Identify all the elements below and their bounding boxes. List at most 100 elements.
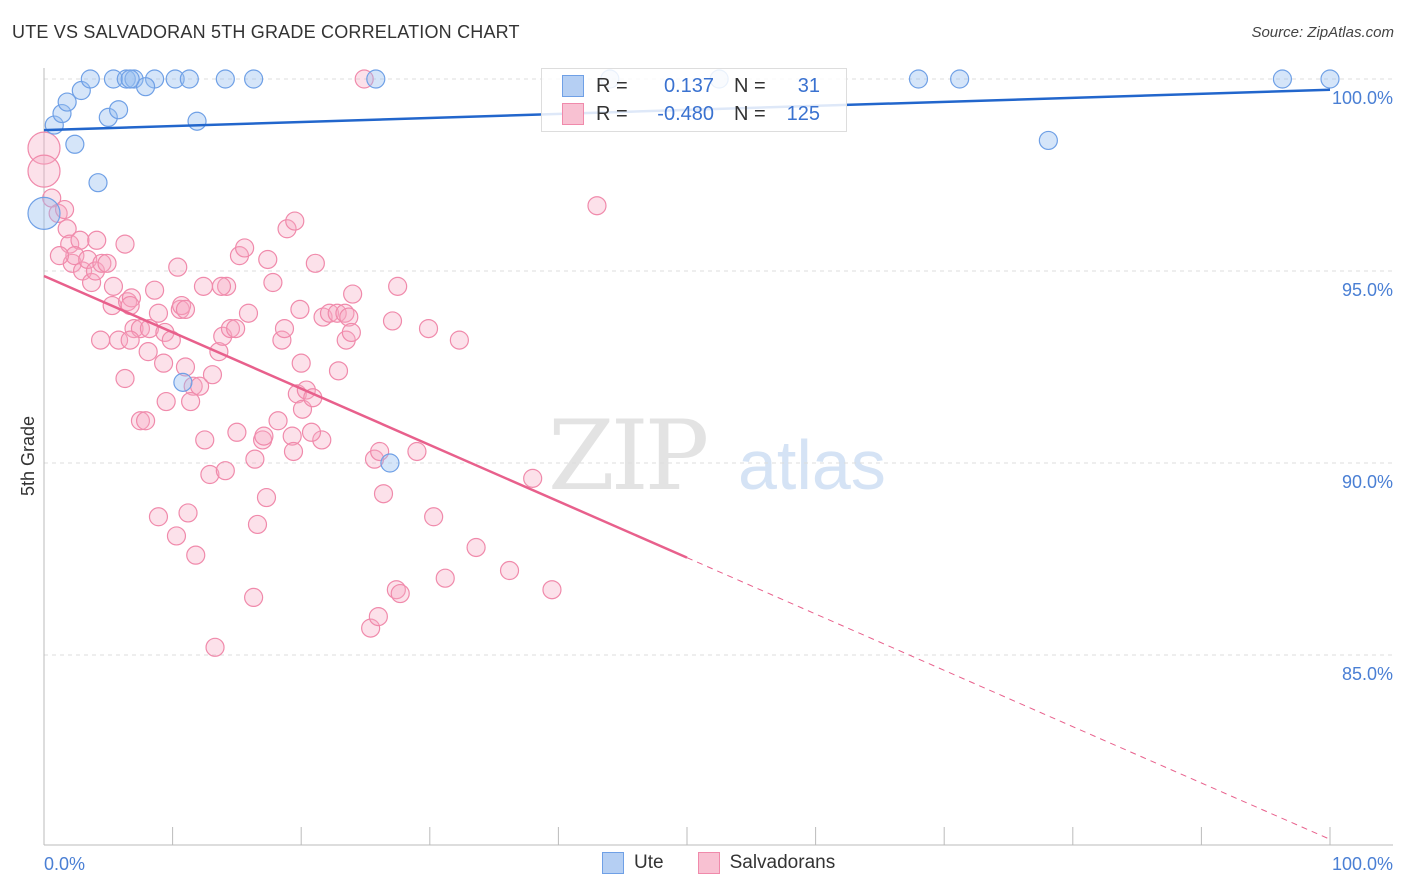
salvadorans-point	[435, 568, 455, 588]
x-tick-label-min: 0.0%	[44, 854, 85, 874]
r-value: -0.480	[657, 102, 714, 125]
salvadorans-point	[268, 411, 288, 431]
ute-swatch	[562, 75, 584, 97]
ute-point	[57, 92, 77, 112]
salvadorans-point	[235, 238, 255, 258]
salvadorans-point	[245, 449, 265, 469]
salvadorans-point	[418, 319, 439, 339]
salvadorans-point	[523, 468, 543, 488]
ute-point	[366, 69, 386, 89]
y-tick-label: 90.0%	[1342, 472, 1393, 492]
ute-point	[1272, 69, 1293, 89]
series-legend: Ute Salvadorans	[602, 852, 835, 874]
salvadorans-point	[57, 219, 77, 239]
salvadorans-point	[130, 411, 151, 431]
salvadorans-point	[277, 219, 297, 239]
salvadorans-point	[343, 284, 363, 304]
salvadorans-point	[121, 288, 142, 308]
salvadorans-point	[305, 253, 325, 273]
ute-point	[108, 100, 129, 120]
salvadorans-point	[186, 545, 206, 565]
salvadorans-point	[200, 464, 220, 485]
salvadorans-point	[156, 391, 176, 412]
y-tick-label: 100.0%	[1332, 88, 1393, 108]
y-tick-label: 85.0%	[1342, 664, 1393, 684]
ute-swatch	[602, 852, 624, 874]
y-axis-label: 5th Grade	[18, 416, 38, 496]
salvadorans-point	[78, 249, 98, 270]
legend-ute: Ute	[634, 852, 664, 873]
salvadorans-point	[103, 276, 124, 296]
ute-point	[80, 69, 100, 89]
salvadorans-point	[144, 280, 165, 300]
ute-point	[187, 111, 207, 131]
salvadorans-point	[226, 319, 246, 339]
n-value: 31	[797, 74, 820, 97]
salvadorans-point	[148, 507, 169, 527]
salvadorans-point	[499, 560, 520, 581]
salvadorans-point	[87, 230, 107, 250]
salvadorans-point	[272, 330, 292, 350]
n-label: N =	[734, 74, 766, 97]
legend-row-ute: R = 0.137 N = 31	[562, 73, 820, 99]
salvadorans-point	[424, 507, 444, 527]
salvadorans-point	[339, 307, 359, 327]
watermark-zip: ZIP	[548, 400, 709, 512]
salvadorans-point	[319, 303, 340, 323]
salvadorans-point	[175, 357, 196, 377]
salvadorans-point	[328, 361, 349, 381]
salvadorans-point	[220, 319, 241, 339]
salvadorans-point	[135, 411, 156, 431]
salvadorans-point	[205, 637, 225, 657]
salvadorans-trend-line	[43, 274, 688, 559]
ute-point	[1038, 130, 1058, 151]
salvadorans-point	[90, 330, 111, 350]
ute-point	[165, 69, 185, 89]
salvadorans-point	[368, 606, 388, 627]
salvadorans-point	[244, 587, 264, 608]
salvadorans-point	[373, 484, 394, 504]
ute-point	[380, 453, 400, 473]
salvadorans-point	[215, 461, 235, 481]
salvadorans-point	[27, 154, 61, 188]
chart-title: UTE VS SALVADORAN 5TH GRADE CORRELATION …	[12, 22, 520, 42]
watermark-atlas: atlas	[738, 426, 886, 504]
y-tick-label: 95.0%	[1342, 280, 1393, 300]
salvadorans-point	[290, 299, 310, 319]
salvadorans-point	[335, 303, 355, 323]
ute-point	[1320, 69, 1340, 89]
ute-point	[88, 173, 108, 193]
salvadorans-point	[283, 441, 304, 462]
salvadorans-point	[97, 253, 117, 273]
salvadorans-point	[285, 211, 305, 231]
ute-point	[173, 372, 193, 392]
salvadorans-point	[254, 426, 274, 446]
salvadorans-point	[542, 580, 562, 600]
n-label: N =	[734, 102, 766, 125]
salvadorans-point	[211, 276, 232, 296]
salvadorans-point	[390, 583, 410, 604]
ute-point	[135, 77, 156, 97]
salvadorans-point	[386, 580, 406, 600]
salvadorans-point	[327, 303, 347, 323]
source-label: Source: ZipAtlas.com	[1251, 24, 1394, 41]
salvadorans-swatch	[697, 852, 720, 874]
salvadorans-point	[172, 295, 192, 316]
legend-row-salvadorans: R = -0.480 N = 125	[562, 101, 820, 127]
salvadorans-point	[65, 246, 85, 266]
r-label: R =	[596, 102, 628, 125]
salvadorans-point	[291, 353, 311, 373]
correlation-legend: R = 0.137 N = 31 R = -0.480 N = 125	[541, 68, 847, 132]
salvadorans-swatch	[562, 103, 584, 125]
salvadorans-trend-extension	[686, 557, 1331, 840]
salvadorans-point	[587, 196, 607, 216]
ute-point	[215, 69, 235, 89]
salvadorans-point	[256, 487, 277, 508]
r-label: R =	[596, 74, 628, 97]
ute-point	[179, 69, 199, 89]
salvadorans-point	[81, 272, 102, 293]
ute-point	[244, 69, 264, 89]
salvadorans-point	[202, 365, 223, 385]
r-value: 0.137	[663, 74, 714, 97]
